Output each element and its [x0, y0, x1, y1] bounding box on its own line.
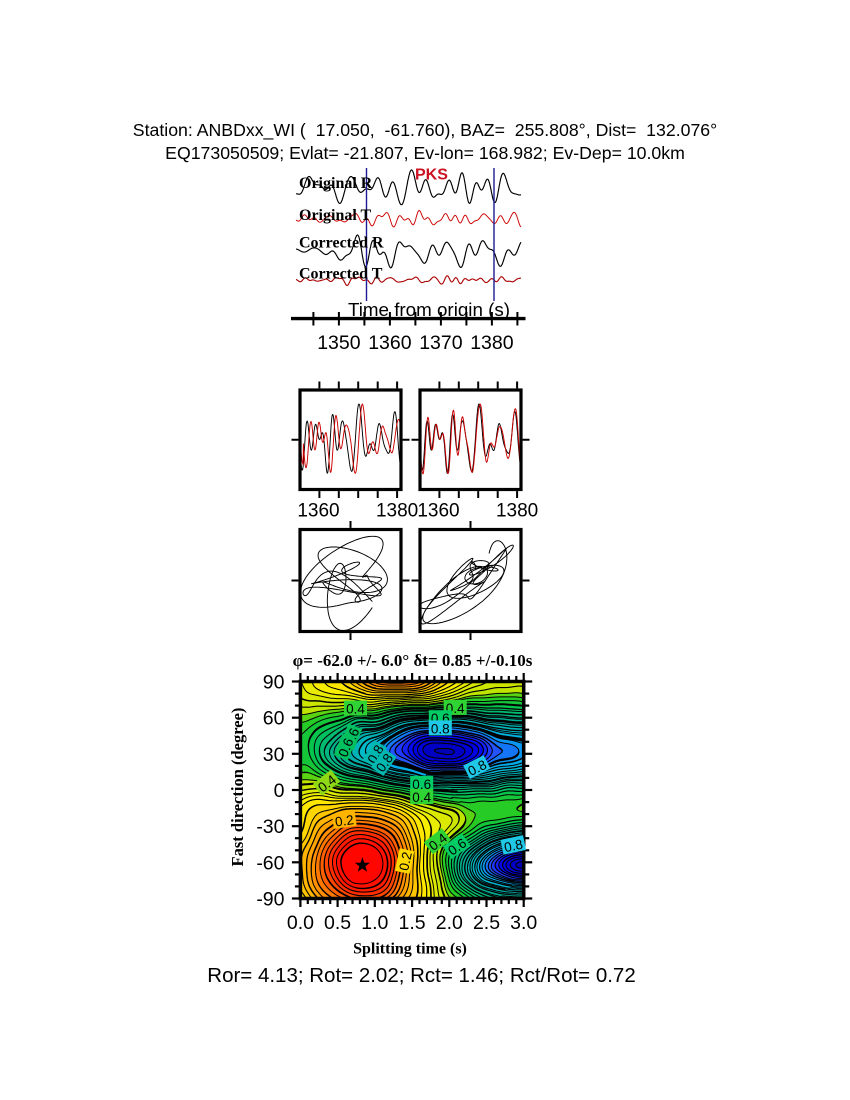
svg-text:1360: 1360 — [297, 501, 339, 522]
svg-text:3.0: 3.0 — [510, 912, 537, 934]
svg-text:Corrected R: Corrected R — [299, 235, 384, 252]
svg-text:0.0: 0.0 — [287, 912, 314, 934]
svg-text:Original T: Original T — [299, 207, 371, 224]
svg-text:2.5: 2.5 — [473, 912, 500, 934]
svg-text:0.2: 0.2 — [396, 851, 415, 872]
svg-text:1380: 1380 — [376, 501, 418, 522]
svg-text:1.0: 1.0 — [361, 912, 388, 934]
svg-text:Fast direction (degree): Fast direction (degree) — [228, 708, 247, 867]
svg-text:0.6: 0.6 — [336, 736, 357, 759]
svg-text:1380: 1380 — [470, 332, 514, 354]
svg-text:φ= -62.0 +/- 6.0° δt= 0.85 +/-: φ= -62.0 +/- 6.0° δt= 0.85 +/-0.10s — [293, 651, 533, 670]
svg-text:90: 90 — [263, 672, 285, 694]
svg-text:EQ173050509; Evlat= -21.807, E: EQ173050509; Evlat= -21.807, Ev-lon= 168… — [165, 143, 685, 163]
svg-text:0.4: 0.4 — [346, 702, 365, 717]
svg-text:60: 60 — [263, 708, 285, 730]
svg-text:1360: 1360 — [417, 501, 459, 522]
svg-text:-30: -30 — [256, 816, 284, 838]
svg-text:Original R: Original R — [299, 175, 373, 192]
svg-text:PKS: PKS — [415, 167, 448, 184]
svg-text:Corrected T: Corrected T — [299, 266, 383, 283]
svg-text:0.8: 0.8 — [503, 837, 524, 856]
svg-text:0.2: 0.2 — [334, 812, 355, 829]
svg-text:1.5: 1.5 — [399, 912, 426, 934]
svg-text:Time from origin (s): Time from origin (s) — [348, 299, 510, 320]
svg-text:Station: ANBDxx_WI ( 17.050,: Station: ANBDxx_WI ( 17.050, -61.760), B… — [133, 120, 717, 141]
svg-text:1370: 1370 — [419, 332, 463, 354]
svg-text:1380: 1380 — [496, 501, 538, 522]
svg-text:2.0: 2.0 — [436, 912, 463, 934]
svg-text:1360: 1360 — [368, 332, 412, 354]
svg-text:Ror= 4.13; Rot= 2.02; Rct= 1.4: Ror= 4.13; Rot= 2.02; Rct= 1.46; Rct/Rot… — [207, 964, 635, 987]
svg-text:0.6: 0.6 — [412, 777, 431, 792]
svg-text:30: 30 — [263, 744, 285, 766]
svg-text:Splitting time (s): Splitting time (s) — [353, 941, 467, 958]
svg-text:-90: -90 — [256, 889, 284, 911]
svg-text:0.4: 0.4 — [412, 790, 431, 805]
svg-text:1350: 1350 — [317, 332, 361, 354]
svg-text:0: 0 — [274, 780, 285, 802]
svg-text:-60: -60 — [256, 852, 284, 874]
svg-text:0.8: 0.8 — [431, 721, 450, 736]
svg-text:0.5: 0.5 — [324, 912, 351, 934]
